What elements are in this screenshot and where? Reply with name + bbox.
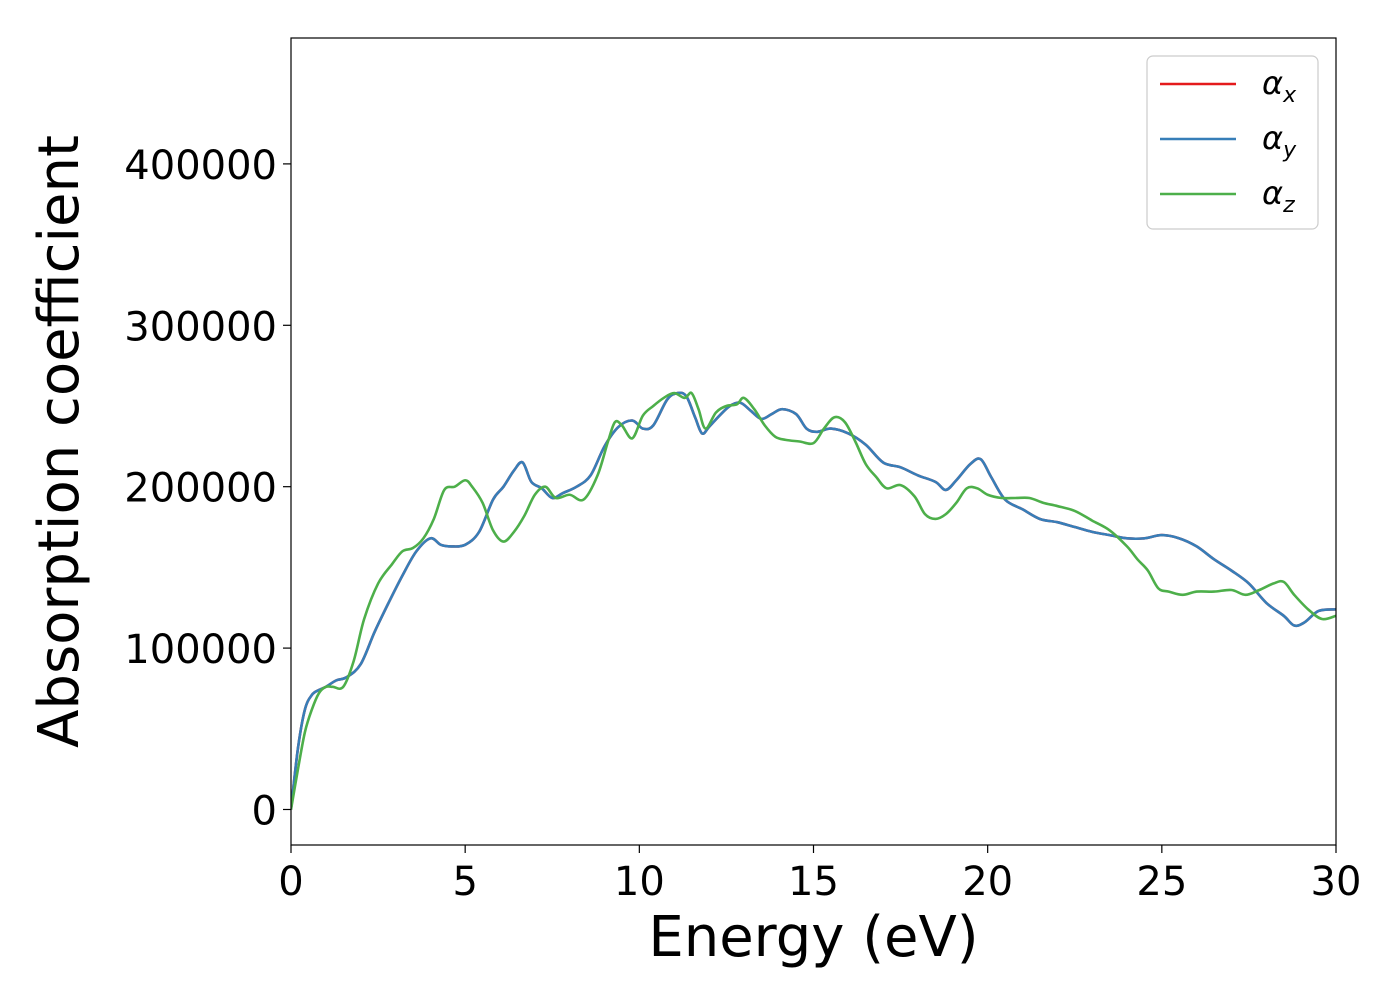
series-layer [291, 391, 1336, 810]
y-tick-label: 0 [252, 788, 277, 834]
x-tick-label: 15 [788, 859, 839, 905]
y-tick-label: 400000 [124, 143, 277, 189]
x-axis-title: Energy (eV) [648, 905, 978, 970]
legend-label-alpha-z: αz [1262, 174, 1295, 218]
x-tick-label: 10 [614, 859, 665, 905]
x-tick-label: 5 [452, 859, 477, 905]
legend-label-alpha-y: αy [1262, 119, 1297, 163]
legend-box [1146, 55, 1319, 230]
legend-label-alpha-x: αx [1262, 64, 1297, 108]
legend: αx αy αz [1146, 55, 1319, 230]
y-axis: 0 100000 200000 300000 400000 [124, 143, 291, 834]
y-tick-label: 200000 [124, 466, 277, 512]
y-axis-title: Absorption coefficient [27, 135, 92, 748]
y-tick-label: 300000 [124, 304, 277, 350]
y-tick-label: 100000 [124, 627, 277, 673]
x-tick-label: 20 [962, 859, 1013, 905]
x-tick-label: 25 [1136, 859, 1187, 905]
x-tick-label: 0 [278, 859, 303, 905]
series-line-alpha-x [291, 391, 1336, 810]
x-axis: 0 5 10 15 20 25 30 [278, 845, 1361, 905]
series-line-alpha-y [291, 391, 1336, 810]
x-tick-label: 30 [1311, 859, 1362, 905]
series-line-alpha-z [291, 391, 1336, 810]
